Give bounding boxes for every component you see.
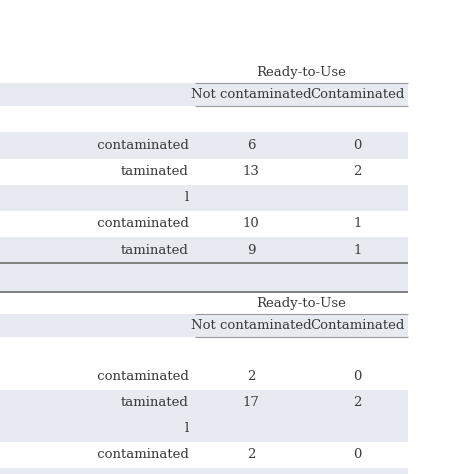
Text: 0: 0 (354, 370, 362, 383)
Text: Ready-to-Use: Ready-to-Use (256, 66, 346, 79)
Text: contaminated: contaminated (93, 370, 189, 383)
Text: 2: 2 (354, 396, 362, 409)
Text: 1: 1 (354, 218, 362, 230)
FancyBboxPatch shape (0, 416, 408, 442)
Text: l: l (184, 191, 189, 204)
Text: 2: 2 (354, 165, 362, 178)
Text: taminated: taminated (121, 244, 189, 256)
Text: contaminated: contaminated (93, 448, 189, 462)
Text: contaminated: contaminated (93, 218, 189, 230)
FancyBboxPatch shape (0, 185, 408, 211)
Text: l: l (184, 422, 189, 435)
Text: Not contaminated: Not contaminated (191, 319, 311, 332)
Text: 6: 6 (247, 139, 255, 152)
Text: 2: 2 (247, 448, 255, 462)
FancyBboxPatch shape (0, 132, 408, 158)
Text: 2: 2 (247, 370, 255, 383)
Text: Contaminated: Contaminated (310, 88, 405, 101)
FancyBboxPatch shape (0, 314, 408, 337)
FancyBboxPatch shape (0, 211, 408, 237)
Text: taminated: taminated (121, 396, 189, 409)
Text: 10: 10 (243, 218, 259, 230)
FancyBboxPatch shape (0, 364, 408, 390)
Text: Not contaminated: Not contaminated (191, 88, 311, 101)
FancyBboxPatch shape (0, 390, 408, 416)
Text: 17: 17 (243, 396, 259, 409)
Text: 1: 1 (354, 244, 362, 256)
FancyBboxPatch shape (0, 237, 408, 263)
FancyBboxPatch shape (0, 468, 408, 474)
FancyBboxPatch shape (0, 83, 408, 106)
Text: taminated: taminated (121, 165, 189, 178)
Text: 0: 0 (354, 139, 362, 152)
FancyBboxPatch shape (0, 158, 408, 185)
Text: Contaminated: Contaminated (310, 319, 405, 332)
Text: 13: 13 (243, 165, 259, 178)
Text: 9: 9 (247, 244, 255, 256)
FancyBboxPatch shape (0, 292, 408, 314)
FancyBboxPatch shape (0, 62, 408, 83)
Text: 0: 0 (354, 448, 362, 462)
Text: Ready-to-Use: Ready-to-Use (256, 297, 346, 310)
Text: contaminated: contaminated (93, 139, 189, 152)
FancyBboxPatch shape (0, 263, 408, 292)
FancyBboxPatch shape (0, 106, 408, 132)
FancyBboxPatch shape (0, 337, 408, 364)
FancyBboxPatch shape (0, 442, 408, 468)
